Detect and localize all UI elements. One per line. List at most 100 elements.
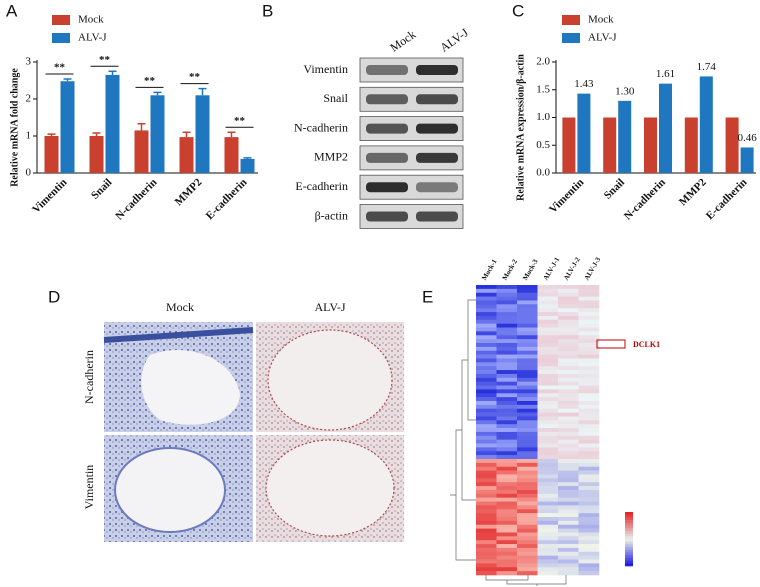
heatmap-cell (476, 401, 497, 406)
heatmap-cell (476, 555, 497, 560)
heatmap-cell (578, 327, 600, 332)
heatmap-cell (558, 563, 579, 568)
colorbar-cell (625, 525, 633, 529)
heatmap-cell (558, 343, 579, 348)
heatmap-cell (558, 327, 579, 332)
heatmap-cell (476, 346, 497, 352)
heatmap-cell (496, 358, 518, 363)
heatmap-cell (517, 397, 538, 402)
heatmap-column-label: Mock-2 (501, 258, 520, 282)
heatmap-cell (476, 373, 497, 379)
blot-row-label: N-cadherin (294, 120, 348, 134)
legend-swatch (52, 33, 70, 43)
heatmap-cell (537, 362, 559, 367)
heatmap-cell (558, 567, 579, 572)
heatmap-cell (496, 547, 518, 553)
heatmap-cell (578, 354, 600, 359)
bar (659, 83, 672, 173)
legend-label: Mock (78, 14, 104, 26)
heatmap-cell (476, 528, 497, 533)
heatmap (476, 285, 600, 576)
heatmap-cell (558, 520, 579, 526)
heatmap-cell (496, 470, 518, 475)
heatmap-cell (558, 517, 579, 522)
legend-label: Mock (588, 14, 614, 26)
heatmap-cell (496, 493, 518, 498)
legend-swatch (562, 15, 580, 25)
heatmap-cell (496, 501, 518, 506)
blot-band (366, 182, 408, 193)
ihc-images (103, 322, 404, 542)
heatmap-cell (517, 439, 538, 444)
heatmap-cell (558, 412, 579, 417)
heatmap-cell (558, 451, 579, 456)
bar (684, 117, 698, 173)
heatmap-cell (537, 509, 559, 514)
heatmap-cell (578, 555, 600, 560)
heatmap-cell (496, 551, 518, 556)
heatmap-cell (496, 462, 518, 468)
heatmap-cell (558, 304, 579, 309)
heatmap-cell (517, 470, 538, 475)
heatmap-cell (517, 381, 538, 386)
heatmap-cell (496, 455, 518, 460)
heatmap-cell (578, 551, 600, 556)
colorbar-cell (625, 520, 633, 524)
heatmap-cell (476, 563, 497, 568)
heatmap-cell (517, 420, 538, 425)
heatmap-cell (537, 377, 559, 382)
highlight-box (596, 339, 626, 349)
heatmap-cell (496, 296, 518, 301)
heatmap-cell (496, 435, 518, 440)
heatmap-cell (537, 486, 559, 491)
bar (644, 117, 657, 173)
heatmap-cell (476, 474, 497, 479)
heatmap-cell (496, 540, 518, 545)
heatmap-cell (476, 509, 497, 514)
heatmap-cell (517, 462, 538, 468)
heatmap-cell (517, 416, 538, 421)
heatmap-cell (558, 377, 579, 382)
significance-label: ** (189, 71, 201, 83)
heatmap-cell (537, 308, 559, 313)
error-bar (198, 87, 207, 96)
heatmap-cell (558, 493, 579, 498)
heatmap-cell (476, 439, 497, 444)
heatmap-cell (537, 358, 559, 363)
heatmap-cell (476, 451, 497, 456)
heatmap-cell (578, 459, 600, 464)
heatmap-cell (578, 373, 600, 379)
heatmap-cell (558, 540, 579, 545)
blot-band (366, 65, 408, 75)
heatmap-cell (496, 571, 518, 576)
bar (240, 158, 255, 173)
heatmap-cell (496, 567, 518, 572)
heatmap-cell (537, 420, 559, 425)
heatmap-cell (496, 335, 518, 340)
heatmap-cell (476, 308, 497, 313)
colorbar-cell (625, 533, 633, 537)
colorbar-cell (625, 560, 633, 564)
colorbar-cell (625, 522, 633, 526)
heatmap-cell (496, 517, 518, 522)
heatmap-cell (537, 366, 559, 371)
colorbar-cell (625, 539, 633, 542)
heatmap-cell (558, 331, 579, 336)
heatmap-cell (517, 373, 538, 379)
heatmap-cell (537, 389, 559, 394)
heatmap-cell (578, 439, 600, 444)
heatmap-cell (476, 517, 497, 522)
heatmap-cell (517, 478, 538, 483)
heatmap-cell (476, 288, 497, 294)
heatmap-cell (476, 544, 497, 549)
heatmap-cell (578, 408, 600, 413)
heatmap-cell (496, 447, 518, 452)
heatmap-cell (517, 486, 538, 491)
blot-row-label: Vimentin (303, 62, 348, 76)
legend-swatch (562, 33, 580, 43)
significance-label: ** (144, 75, 156, 87)
heatmap-cell (476, 296, 497, 301)
heatmap-cell (558, 350, 579, 355)
bar (725, 117, 739, 173)
heatmap-cell (558, 571, 579, 576)
